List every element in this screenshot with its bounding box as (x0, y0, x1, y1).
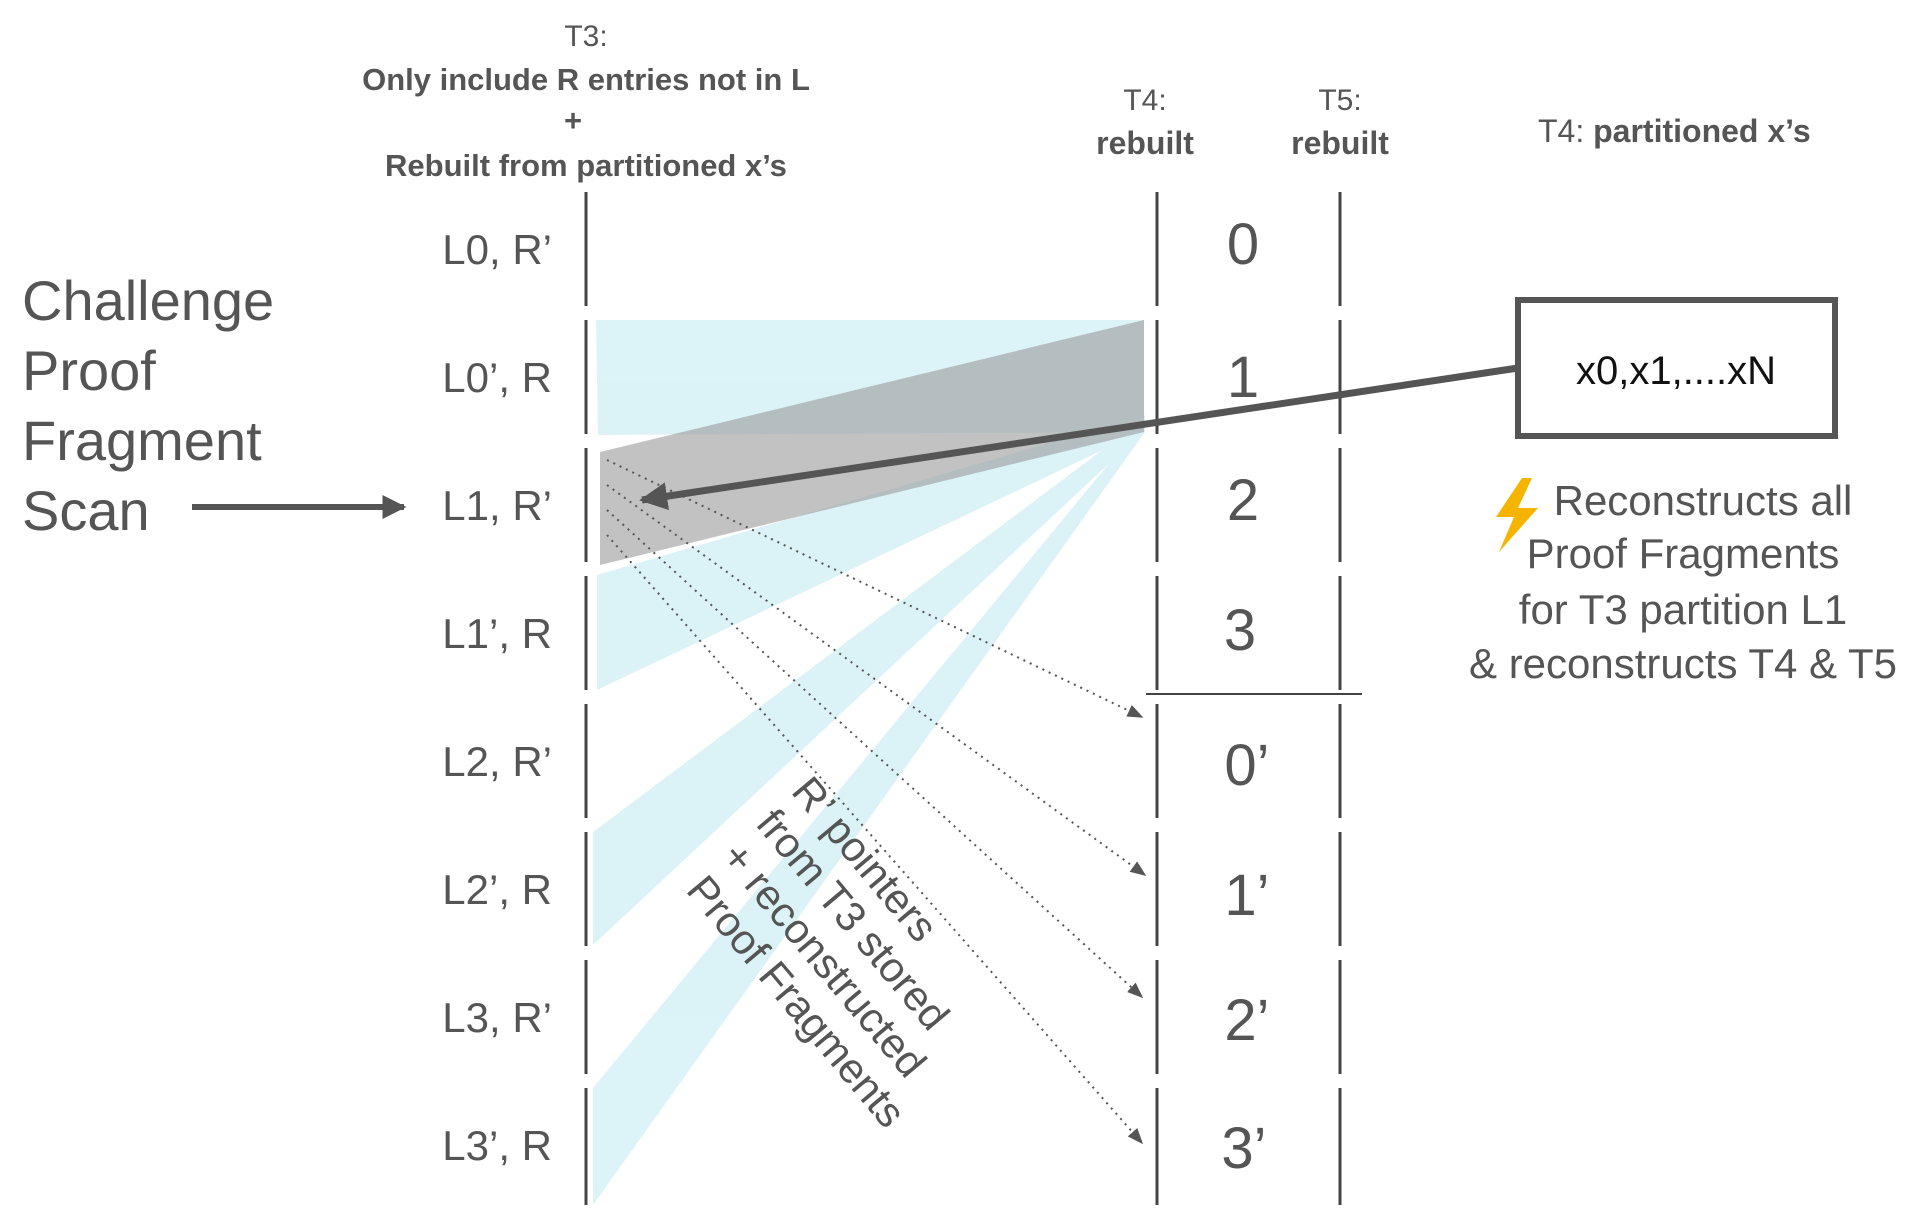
t3-row-label: L3’, R (442, 1122, 552, 1169)
x-values-arrow (639, 364, 1519, 511)
reconstruction-bands (593, 320, 1145, 1205)
t4-entry: 2’ (1224, 988, 1269, 1053)
t5-header-value: rebuilt (1291, 125, 1389, 161)
t4-entry: 1’ (1224, 863, 1269, 928)
band-l1-gray (600, 320, 1144, 565)
pointer-note: R’ pointers from T3 stored + reconstruct… (678, 768, 959, 1137)
reconstruct-line-4: & reconstructs T4 & T5 (1469, 640, 1897, 687)
t4-header-label: T4: (1123, 84, 1166, 117)
t3-header-line2: Only include R entries not in L (362, 62, 810, 97)
t4-entry: 2 (1227, 468, 1259, 533)
t4-header-value: rebuilt (1096, 125, 1194, 161)
t4-partition-header: T4: partitioned x’s (1538, 113, 1811, 149)
t4-entry: 1 (1227, 345, 1259, 410)
pointer-arrow-1 (606, 484, 1147, 876)
t4-header: T4: rebuilt (1096, 84, 1194, 161)
reconstruct-line-3: for T3 partition L1 (1519, 586, 1847, 633)
t4-entry: 3’ (1221, 1116, 1266, 1181)
t3-row-label: L2, R’ (442, 738, 552, 785)
t3-header-line3: + (564, 103, 582, 138)
t3-row-label: L2’, R (442, 866, 552, 913)
t3-rows: L0, R’ L0’, R L1, R’ L1’, R L2, R’ L2’, … (442, 226, 552, 1169)
t3-row-label: L1’, R (442, 610, 552, 657)
lightning-icon (1496, 478, 1538, 552)
t4-entries: 0 1 2 3 0’ 1’ 2’ 3’ (1221, 212, 1269, 1181)
reconstruct-note: Reconstructs all Proof Fragments for T3 … (1469, 477, 1897, 687)
challenge-label: Challenge Proof Fragment Scan (22, 269, 274, 542)
t3-row-label: L0’, R (442, 354, 552, 401)
band-l3-prime (593, 420, 1145, 1205)
reconstruct-line-2: Proof Fragments (1527, 530, 1840, 577)
pointer-arrows (606, 459, 1147, 1145)
pointer-arrow-3 (606, 534, 1144, 1145)
t3-row-label: L0, R’ (442, 226, 552, 273)
t3-header-line1: T3: (564, 20, 607, 53)
t4-partition-header-value: partitioned x’s (1593, 113, 1811, 149)
reconstruct-line-1: Reconstructs all (1554, 477, 1853, 524)
t3-row-label: L3, R’ (442, 994, 552, 1041)
t5-header: T5: rebuilt (1291, 84, 1389, 161)
t3-header-line4: Rebuilt from partitioned x’s (385, 148, 787, 183)
challenge-line-1: Challenge (22, 269, 274, 332)
t4-entry: 3 (1224, 598, 1256, 663)
t4-entry: 0’ (1224, 733, 1269, 798)
challenge-line-2: Proof (22, 339, 156, 402)
band-l1-prime (597, 415, 1145, 690)
challenge-line-4: Scan (22, 479, 150, 542)
challenge-line-3: Fragment (22, 409, 262, 472)
t3-header: T3: Only include R entries not in L + Re… (362, 20, 810, 183)
t4-entry: 0 (1227, 212, 1259, 277)
pointer-arrow-0 (606, 459, 1144, 718)
t3-row-label: L1, R’ (442, 482, 552, 529)
x-values-text: x0,x1,....xN (1576, 349, 1776, 393)
t4-partition-header-label: T4: (1538, 113, 1593, 149)
pointer-arrow-2 (606, 509, 1144, 999)
t5-header-label: T5: (1318, 84, 1361, 117)
band-l2-prime (593, 418, 1145, 945)
